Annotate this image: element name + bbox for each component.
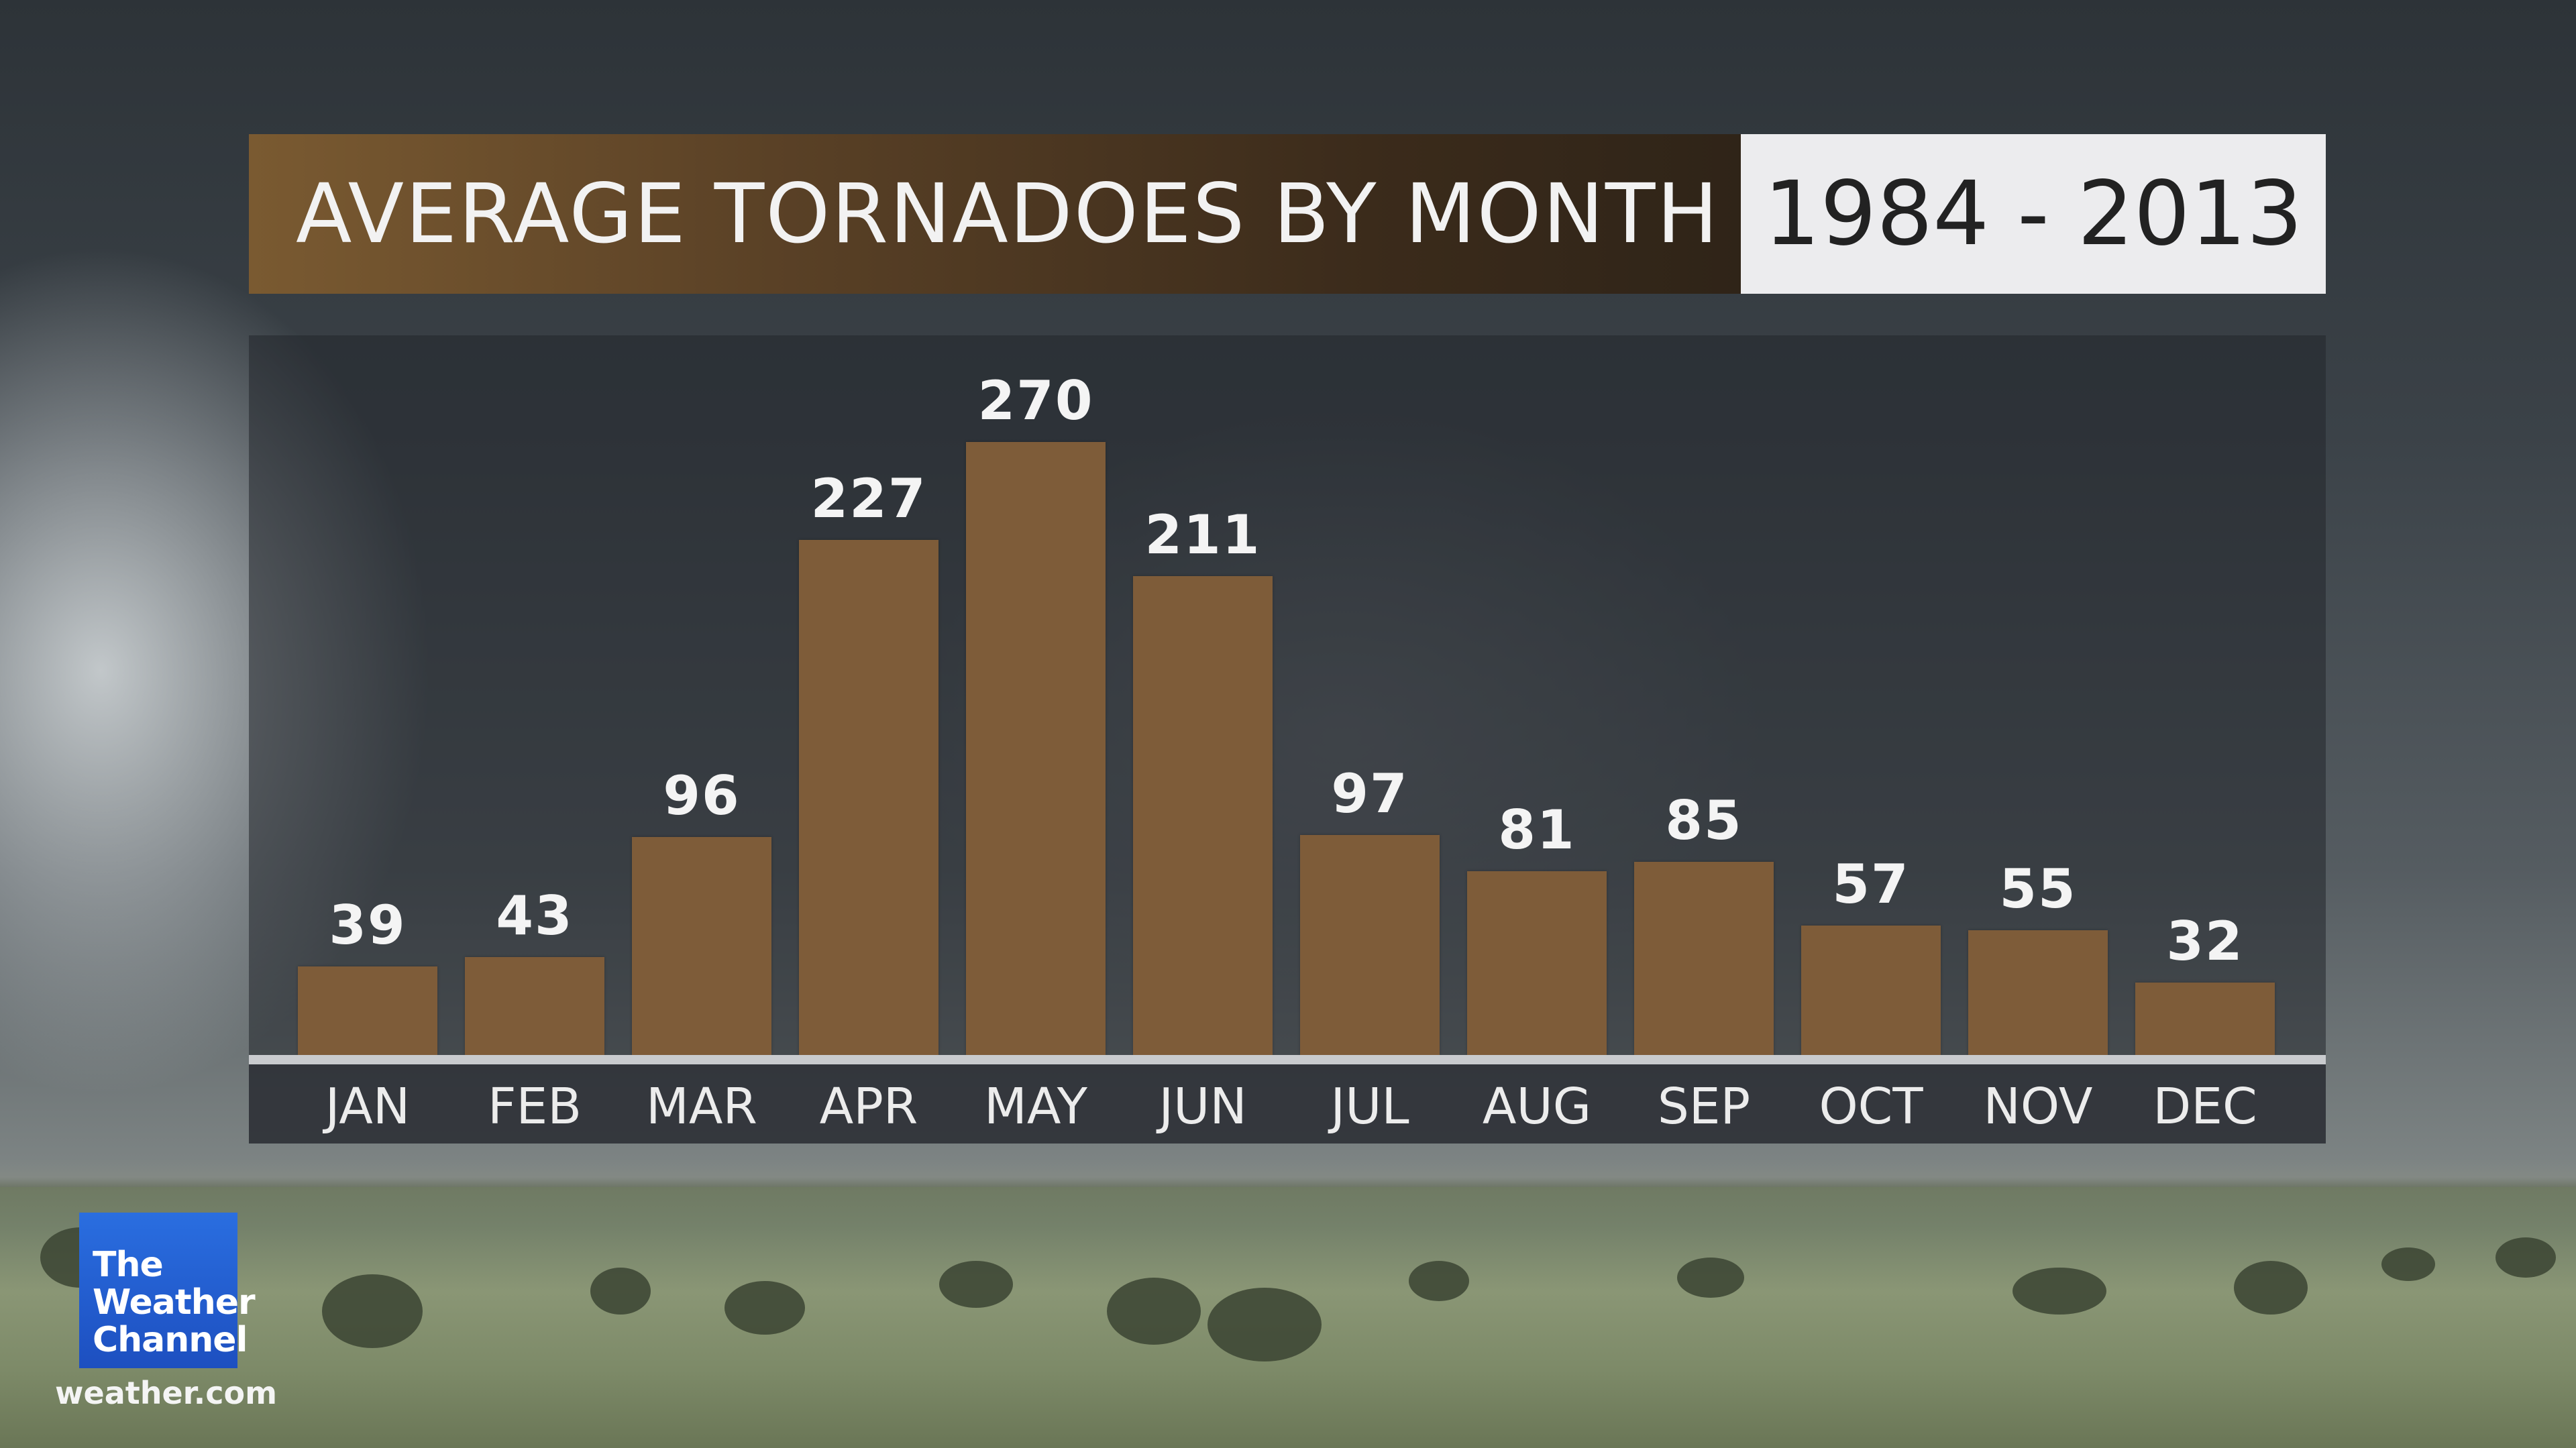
shrub <box>2496 1237 2556 1278</box>
logo-text-line-3: Channel <box>93 1320 248 1360</box>
bar-feb <box>465 957 604 1055</box>
value-label-feb: 43 <box>496 885 574 948</box>
x-axis-line <box>249 1055 2326 1064</box>
logo-text-line-1: The <box>93 1245 164 1285</box>
shrub <box>1677 1258 1744 1298</box>
weather-channel-logo <box>79 1213 237 1368</box>
shrub <box>939 1261 1013 1308</box>
month-label-jun: JUN <box>1159 1078 1247 1135</box>
bar-nov <box>1968 930 2108 1055</box>
month-label-mar: MAR <box>646 1078 757 1135</box>
bar-may <box>966 442 1106 1055</box>
bar-jan <box>298 966 437 1055</box>
month-label-feb: FEB <box>487 1078 582 1135</box>
bar-apr <box>799 539 938 1055</box>
bar-dec <box>2135 982 2275 1055</box>
value-label-may: 270 <box>977 370 1094 433</box>
month-label-apr: APR <box>819 1078 918 1135</box>
website-url: weather.com <box>55 1375 278 1411</box>
bar-sep <box>1634 862 1774 1055</box>
shrub <box>322 1274 423 1348</box>
shrub <box>1409 1261 1469 1301</box>
shrub <box>1208 1288 1322 1361</box>
month-label-sep: SEP <box>1657 1078 1751 1135</box>
value-label-jul: 97 <box>1331 762 1409 825</box>
value-label-jun: 211 <box>1144 503 1261 566</box>
value-label-sep: 85 <box>1665 789 1743 852</box>
value-label-dec: 32 <box>2166 909 2244 972</box>
shrub <box>2381 1247 2435 1281</box>
month-label-oct: OCT <box>1819 1078 1923 1135</box>
chart-title: AVERAGE TORNADOES BY MONTH <box>296 166 1720 262</box>
value-label-oct: 57 <box>1832 853 1910 916</box>
month-label-jul: JUL <box>1330 1078 1409 1135</box>
value-label-aug: 81 <box>1498 798 1576 861</box>
value-label-nov: 55 <box>1999 857 2077 920</box>
month-label-dec: DEC <box>2153 1078 2257 1135</box>
month-label-aug: AUG <box>1482 1078 1592 1135</box>
bar-mar <box>632 837 771 1055</box>
value-label-apr: 227 <box>810 467 927 530</box>
month-label-may: MAY <box>984 1078 1087 1135</box>
bar-oct <box>1801 926 1941 1055</box>
value-label-jan: 39 <box>329 893 407 956</box>
shrub <box>2012 1268 2106 1315</box>
shrub <box>1107 1278 1201 1345</box>
value-label-mar: 96 <box>663 765 741 828</box>
bar-aug <box>1467 871 1607 1055</box>
bar-jul <box>1300 834 1440 1055</box>
shrub <box>724 1281 805 1335</box>
month-label-jan: JAN <box>325 1078 411 1135</box>
month-label-nov: NOV <box>1983 1078 2093 1135</box>
logo-text-line-2: Weather <box>93 1282 256 1323</box>
bar-jun <box>1133 575 1273 1055</box>
chart-years: 1984 - 2013 <box>1764 162 2303 266</box>
title-bar <box>249 134 1741 294</box>
shrub <box>590 1268 651 1315</box>
years-box <box>1741 134 2326 294</box>
month-label-band <box>249 1064 2326 1144</box>
shrub <box>2234 1261 2308 1315</box>
